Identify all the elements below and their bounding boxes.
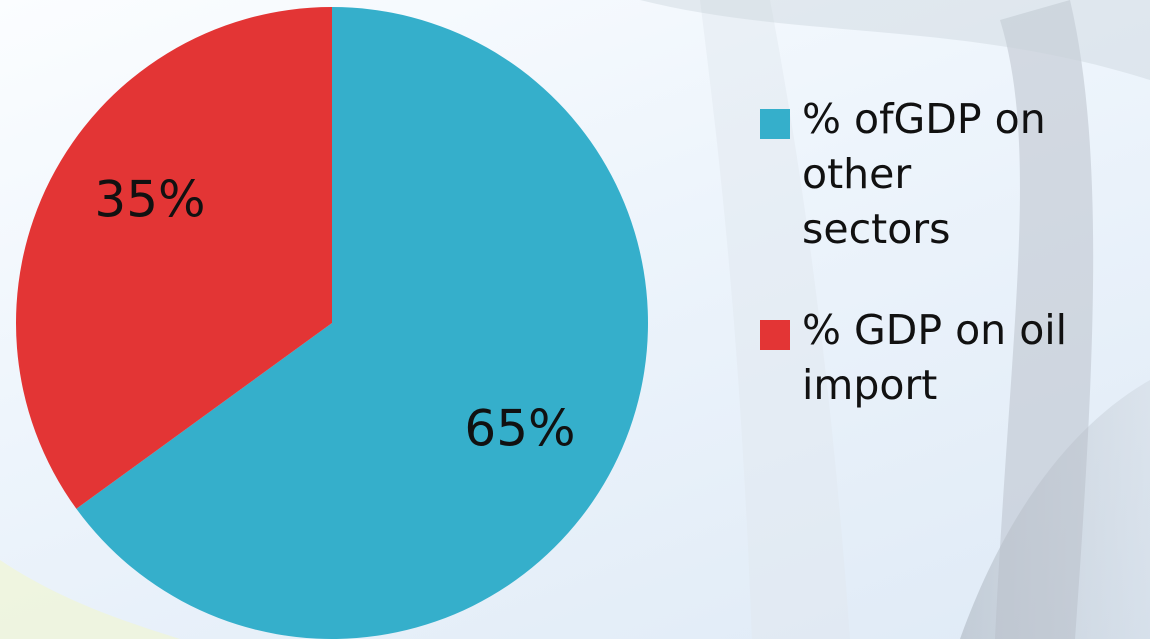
pie-data-label: 65% — [464, 400, 575, 458]
pie-data-labels: 65% 35% — [94, 171, 575, 458]
legend-swatch — [760, 320, 790, 350]
pie-slices — [16, 7, 648, 639]
legend-item-other-sectors: % ofGDP on other sectors — [760, 92, 1150, 257]
legend-label: % ofGDP on other sectors — [802, 95, 1046, 253]
legend-item-oil-import: % GDP on oil import — [760, 303, 1150, 413]
legend-swatch — [760, 109, 790, 139]
pie-slice — [16, 7, 333, 509]
legend-label: % GDP on oil import — [802, 306, 1068, 409]
pie-data-label: 35% — [94, 171, 205, 229]
legend: % ofGDP on other sectors % GDP on oil im… — [760, 92, 1150, 413]
pie-slice — [76, 7, 648, 639]
